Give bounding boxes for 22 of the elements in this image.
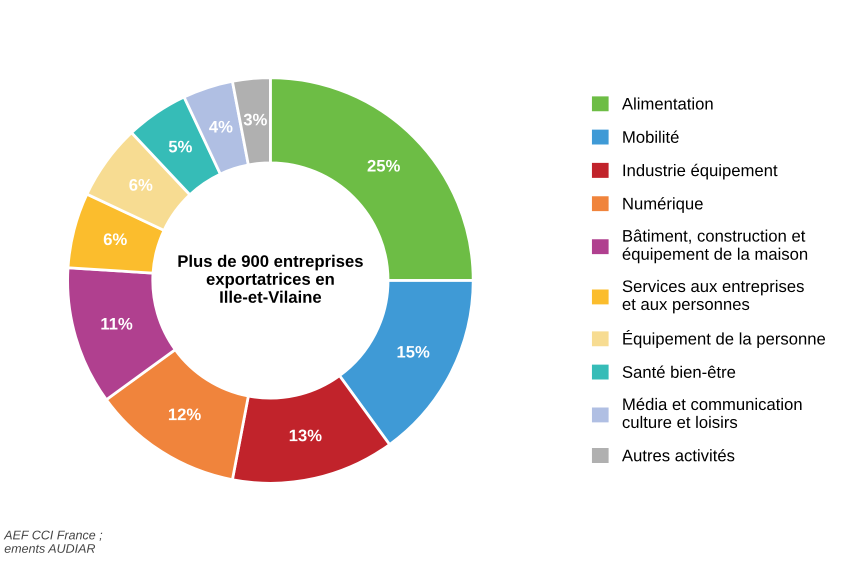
legend-label: Mobilité	[623, 130, 679, 143]
data-label: 4%	[209, 120, 232, 133]
text: AEF CCI France ; ements AUDIAR	[4, 530, 102, 553]
data-label: 11%	[101, 318, 132, 330]
data-label: 5%	[168, 140, 192, 152]
data-label: 12%	[168, 408, 201, 420]
legend-label: Bâtiment, construction et équipement de la maison	[622, 229, 808, 264]
data-label: 25%	[368, 160, 400, 172]
legend-label: Services aux entreprises et aux personnes	[622, 280, 804, 314]
text: Plus de 900 entreprises exportatrices en Ille-et-Vilaine	[178, 254, 363, 303]
data-label: 13%	[290, 430, 322, 442]
legend-label: Média et communication culture et loisirs	[622, 398, 802, 428]
data-label: 6%	[129, 179, 152, 191]
legend-label: Alimentation	[622, 97, 713, 110]
data-label: 15%	[398, 346, 430, 358]
legend-label: Industrie équipement	[623, 164, 778, 180]
data-label: 6%	[104, 233, 127, 246]
data-label: 3%	[244, 114, 267, 126]
legend-label: Autres activités	[622, 448, 734, 462]
legend-label: Équipement de la personne	[623, 330, 826, 348]
legend-label: Santé bien-être	[622, 366, 736, 378]
legend-label: Numérique	[623, 197, 703, 213]
